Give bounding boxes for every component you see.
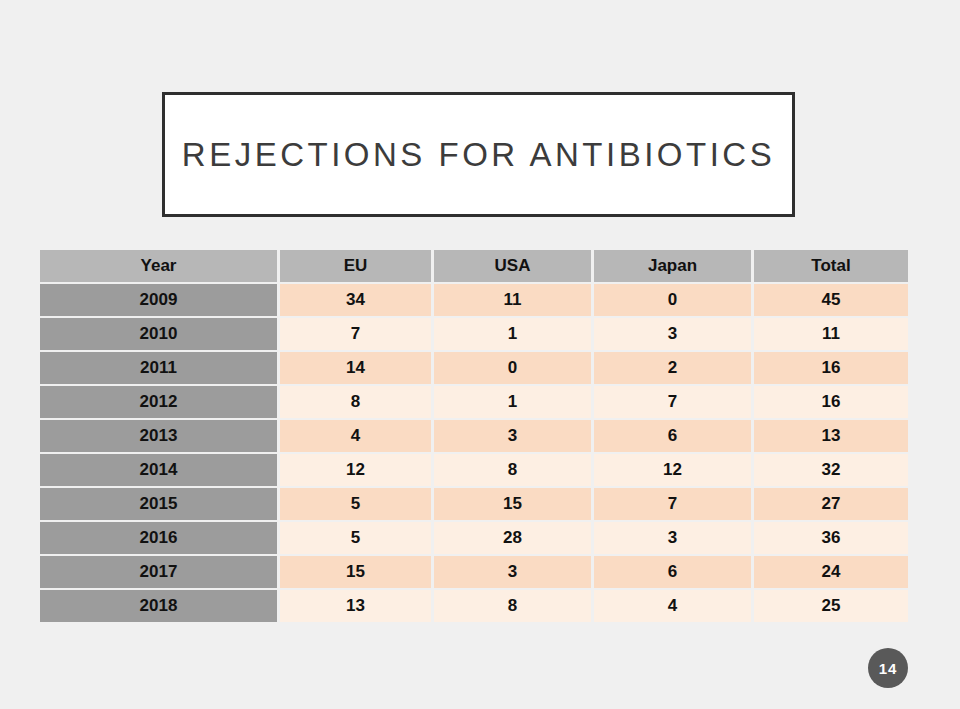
year-cell: 2014 xyxy=(40,454,277,486)
value-cell: 0 xyxy=(434,352,591,384)
value-cell: 4 xyxy=(594,590,751,622)
value-cell: 1 xyxy=(434,386,591,418)
value-cell: 3 xyxy=(594,318,751,350)
column-header-total: Total xyxy=(754,250,908,282)
year-cell: 2018 xyxy=(40,590,277,622)
value-cell: 6 xyxy=(594,556,751,588)
value-cell: 28 xyxy=(434,522,591,554)
value-cell: 16 xyxy=(754,352,908,384)
value-cell: 12 xyxy=(594,454,751,486)
rejections-table: Year EU USA Japan Total 2009341104520107… xyxy=(40,250,908,622)
value-cell: 15 xyxy=(280,556,431,588)
value-cell: 13 xyxy=(754,420,908,452)
value-cell: 45 xyxy=(754,284,908,316)
year-cell: 2017 xyxy=(40,556,277,588)
value-cell: 3 xyxy=(434,420,591,452)
value-cell: 13 xyxy=(280,590,431,622)
value-cell: 1 xyxy=(434,318,591,350)
value-cell: 32 xyxy=(754,454,908,486)
value-cell: 4 xyxy=(280,420,431,452)
year-cell: 2010 xyxy=(40,318,277,350)
value-cell: 3 xyxy=(434,556,591,588)
value-cell: 27 xyxy=(754,488,908,520)
year-cell: 2015 xyxy=(40,488,277,520)
value-cell: 24 xyxy=(754,556,908,588)
value-cell: 11 xyxy=(434,284,591,316)
value-cell: 12 xyxy=(280,454,431,486)
value-cell: 0 xyxy=(594,284,751,316)
column-header-usa: USA xyxy=(434,250,591,282)
value-cell: 25 xyxy=(754,590,908,622)
year-cell: 2009 xyxy=(40,284,277,316)
year-cell: 2013 xyxy=(40,420,277,452)
value-cell: 5 xyxy=(280,522,431,554)
value-cell: 36 xyxy=(754,522,908,554)
value-cell: 11 xyxy=(754,318,908,350)
value-cell: 6 xyxy=(594,420,751,452)
value-cell: 34 xyxy=(280,284,431,316)
value-cell: 3 xyxy=(594,522,751,554)
slide-background: REJECTIONS FOR ANTIBIOTICS Year EU USA J… xyxy=(0,0,960,709)
title-box: REJECTIONS FOR ANTIBIOTICS xyxy=(162,92,795,217)
column-header-eu: EU xyxy=(280,250,431,282)
year-cell: 2016 xyxy=(40,522,277,554)
value-cell: 16 xyxy=(754,386,908,418)
page-number-badge: 14 xyxy=(868,648,908,688)
value-cell: 7 xyxy=(594,386,751,418)
column-header-year: Year xyxy=(40,250,277,282)
year-cell: 2012 xyxy=(40,386,277,418)
value-cell: 5 xyxy=(280,488,431,520)
value-cell: 8 xyxy=(434,454,591,486)
value-cell: 7 xyxy=(280,318,431,350)
value-cell: 14 xyxy=(280,352,431,384)
value-cell: 2 xyxy=(594,352,751,384)
value-cell: 8 xyxy=(434,590,591,622)
slide-title: REJECTIONS FOR ANTIBIOTICS xyxy=(182,136,775,174)
page-number: 14 xyxy=(879,660,898,677)
year-cell: 2011 xyxy=(40,352,277,384)
value-cell: 15 xyxy=(434,488,591,520)
value-cell: 7 xyxy=(594,488,751,520)
value-cell: 8 xyxy=(280,386,431,418)
column-header-japan: Japan xyxy=(594,250,751,282)
